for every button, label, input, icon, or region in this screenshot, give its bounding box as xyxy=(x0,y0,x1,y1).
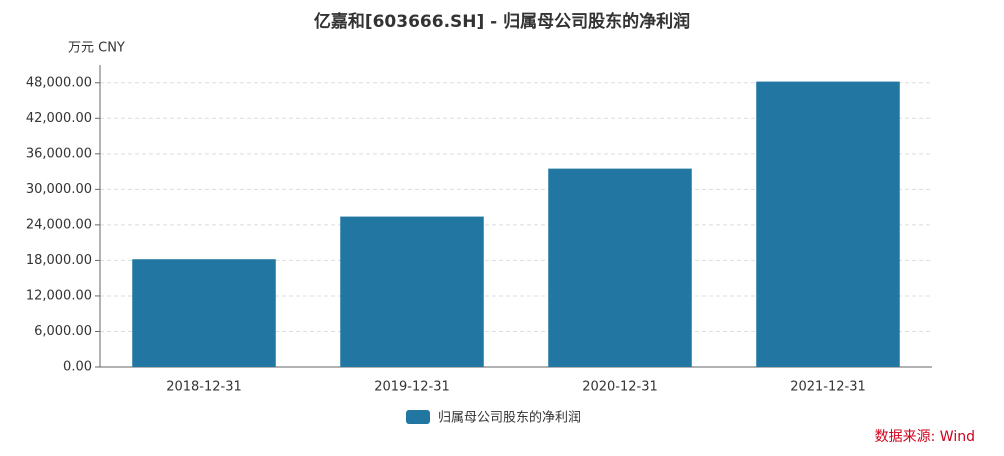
y-tick-label: 30,000.00 xyxy=(26,182,92,197)
bar xyxy=(548,168,692,367)
bar xyxy=(756,81,900,368)
y-tick-label: 24,000.00 xyxy=(26,217,92,232)
y-unit: 万元 CNY xyxy=(68,41,125,56)
chart-title: 亿嘉和[603666.SH] - 归属母公司股东的净利润 xyxy=(314,11,690,32)
x-tick-label: 2018-12-31 xyxy=(166,380,242,395)
source: 数据来源: Wind xyxy=(875,429,975,445)
bar xyxy=(340,216,484,367)
y-tick-label: 36,000.00 xyxy=(26,146,92,161)
y-tick-label: 48,000.00 xyxy=(26,75,92,90)
y-tick-label: 0.00 xyxy=(63,360,92,375)
legend-label: 归属母公司股东的净利润 xyxy=(438,410,581,426)
bar xyxy=(132,259,276,367)
y-tick-label: 18,000.00 xyxy=(26,253,92,268)
y-tick-label: 42,000.00 xyxy=(26,111,92,126)
y-tick-label: 6,000.00 xyxy=(34,324,92,339)
x-tick-label: 2020-12-31 xyxy=(582,380,658,395)
y-tick-label: 12,000.00 xyxy=(26,288,92,303)
legend-swatch xyxy=(406,410,430,424)
x-tick-label: 2019-12-31 xyxy=(374,380,450,395)
x-tick-label: 2021-12-31 xyxy=(790,380,866,395)
